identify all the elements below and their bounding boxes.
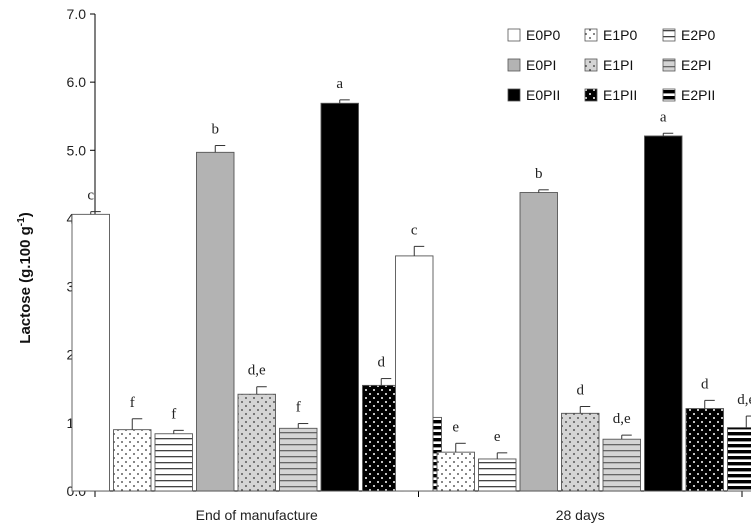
bar-e1p0: [436, 451, 475, 492]
bar-e0pii: [644, 135, 683, 492]
y-tick-label: 6.0: [67, 74, 87, 90]
significance-label: c: [87, 188, 94, 204]
significance-label: f: [130, 395, 135, 411]
significance-label: e: [452, 419, 459, 435]
bar-e1pi: [237, 393, 276, 492]
y-tick-label: 7.0: [67, 6, 87, 22]
significance-label: b: [212, 122, 220, 138]
legend-swatch: [584, 58, 598, 72]
legend-label: E0P0: [526, 27, 560, 43]
y-tick-label: 5.0: [67, 142, 87, 158]
legend-swatch: [584, 88, 598, 102]
legend-swatch: [507, 28, 521, 42]
significance-label: f: [171, 406, 176, 422]
legend-swatch: [662, 88, 676, 102]
legend-label: E2PI: [681, 57, 711, 73]
significance-label: d,e: [737, 392, 751, 408]
legend-label: E0PI: [526, 57, 556, 73]
legend-swatch: [584, 28, 598, 42]
significance-label: f: [296, 400, 301, 416]
bar-e0pii: [320, 102, 359, 492]
significance-label: d: [577, 383, 585, 399]
legend-label: E1P0: [603, 27, 637, 43]
legend-swatch: [662, 58, 676, 72]
bar-e1pi: [561, 412, 600, 492]
y-axis-label: Lactose (g.100 g-1): [16, 212, 34, 343]
x-tick-label: End of manufacture: [196, 507, 318, 523]
bar-e2p0: [478, 458, 517, 492]
bar-e0p0: [71, 213, 110, 492]
significance-label: d,e: [613, 411, 631, 427]
significance-label: d: [701, 376, 709, 392]
legend-label: E1PII: [603, 87, 637, 103]
legend-swatch: [507, 88, 521, 102]
bar-e0pi: [519, 192, 558, 492]
significance-label: d,e: [248, 363, 266, 379]
bar-e2p0: [154, 433, 193, 492]
significance-label: c: [411, 222, 418, 238]
legend-label: E2PII: [681, 87, 715, 103]
bar-e1pii: [685, 408, 724, 492]
legend: E0P0 E1P0 E2P0 E0PI E1PI E2PI E0PII E1PII E2PII: [507, 27, 715, 103]
bar-e1p0: [113, 429, 152, 492]
bar-e0pi: [196, 151, 235, 492]
significance-label: e: [494, 429, 501, 445]
bar-e2pii: [727, 427, 751, 492]
significance-label: a: [660, 109, 667, 125]
x-tick-label: 28 days: [556, 507, 605, 523]
bar-e1pii: [362, 384, 401, 492]
significance-label: d: [378, 355, 386, 371]
significance-label: a: [336, 76, 343, 92]
bar-e2pi: [602, 438, 641, 492]
legend-swatch: [507, 58, 521, 72]
legend-label: E1PI: [603, 57, 633, 73]
significance-label: b: [535, 166, 543, 182]
legend-swatch: [662, 28, 676, 42]
legend-label: E0PII: [526, 87, 560, 103]
bar-e0p0: [395, 255, 434, 492]
legend-label: E2P0: [681, 27, 715, 43]
bar-e2pi: [279, 427, 318, 492]
